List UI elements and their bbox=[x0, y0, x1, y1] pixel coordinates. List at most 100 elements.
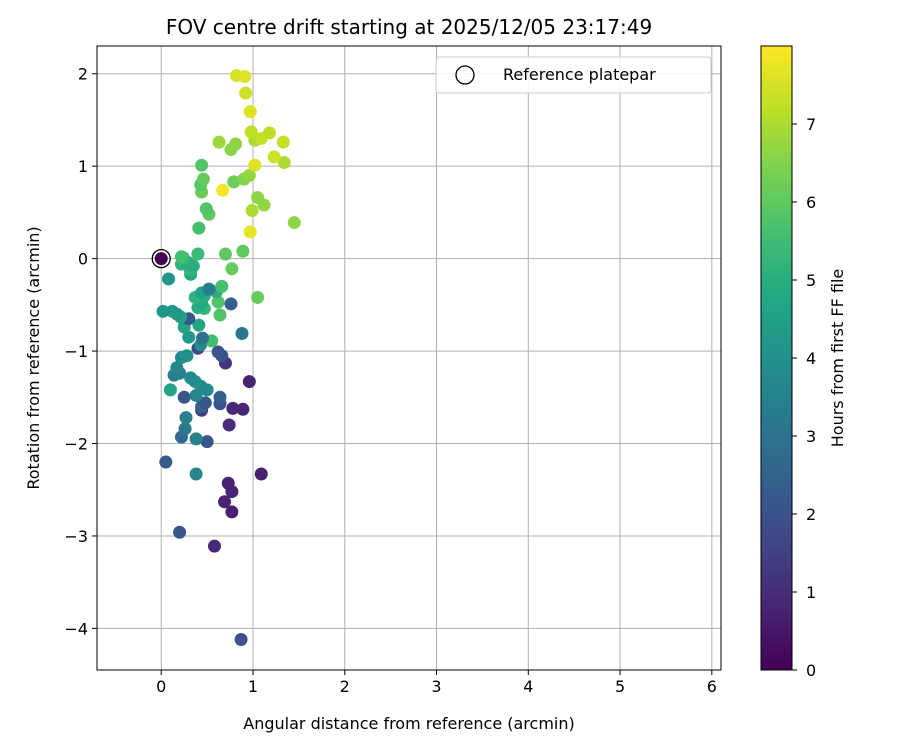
y-tick-label: −4 bbox=[64, 619, 88, 638]
data-point bbox=[235, 327, 249, 341]
data-point bbox=[163, 383, 177, 397]
data-point bbox=[196, 331, 210, 345]
data-point bbox=[215, 279, 229, 293]
data-point bbox=[222, 418, 236, 432]
colorbar-label: Hours from first FF file bbox=[828, 269, 847, 448]
y-tick-label: −1 bbox=[64, 342, 88, 361]
colorbar-tick-label: 4 bbox=[806, 349, 816, 368]
colorbar-tick-label: 5 bbox=[806, 271, 816, 290]
data-point bbox=[245, 204, 259, 218]
colorbar-tick-label: 6 bbox=[806, 193, 816, 212]
data-point bbox=[211, 345, 225, 359]
data-point bbox=[287, 216, 301, 230]
data-point bbox=[234, 632, 248, 646]
data-point bbox=[236, 244, 250, 258]
data-point bbox=[221, 476, 235, 490]
plot-area bbox=[97, 46, 721, 670]
data-point bbox=[180, 349, 194, 363]
data-point bbox=[243, 105, 257, 119]
data-point bbox=[198, 396, 212, 410]
data-point bbox=[251, 191, 265, 205]
data-point bbox=[159, 455, 173, 469]
data-point bbox=[277, 155, 291, 169]
data-point bbox=[196, 172, 210, 186]
data-point bbox=[195, 158, 209, 172]
reference-platepar-marker bbox=[151, 248, 171, 269]
data-point bbox=[189, 467, 203, 481]
data-point bbox=[191, 247, 205, 261]
colorbar-ticks: 0 1 2 3 4 5 6 7 bbox=[792, 115, 816, 680]
x-tick-label: 6 bbox=[707, 677, 717, 696]
data-point bbox=[218, 495, 232, 509]
data-point bbox=[173, 525, 187, 539]
legend-label: Reference platepar bbox=[503, 65, 656, 84]
data-point bbox=[225, 262, 239, 276]
data-point bbox=[212, 135, 226, 149]
chart-title: FOV centre drift starting at 2025/12/05 … bbox=[166, 15, 652, 39]
data-point bbox=[243, 225, 257, 239]
legend-box bbox=[435, 56, 712, 94]
data-point bbox=[213, 308, 227, 322]
data-point bbox=[192, 318, 206, 332]
data-point bbox=[224, 297, 238, 311]
legend: Reference platepar bbox=[435, 56, 712, 94]
legend-marker bbox=[455, 65, 475, 85]
data-point bbox=[165, 304, 179, 318]
x-axis-label: Angular distance from reference (arcmin) bbox=[243, 714, 574, 733]
data-point bbox=[242, 375, 256, 389]
plot-frame bbox=[96, 45, 722, 671]
grid-lines bbox=[97, 46, 721, 670]
data-point bbox=[251, 290, 265, 304]
x-tick-label: 0 bbox=[156, 677, 166, 696]
reference-marker bbox=[151, 248, 171, 269]
colorbar-tick-label: 3 bbox=[806, 427, 816, 446]
data-point bbox=[162, 272, 176, 286]
y-tick-label: 2 bbox=[78, 65, 88, 84]
data-point bbox=[156, 304, 170, 318]
data-point bbox=[189, 432, 203, 446]
x-tick-label: 4 bbox=[523, 677, 533, 696]
y-tick-label: 0 bbox=[78, 250, 88, 269]
data-point bbox=[226, 401, 240, 415]
colorbar-tick-label: 2 bbox=[806, 505, 816, 524]
x-axis-ticks: 0 1 2 3 4 5 6 bbox=[156, 670, 717, 696]
data-point bbox=[192, 221, 206, 235]
data-point bbox=[178, 422, 192, 436]
data-point bbox=[227, 175, 241, 189]
colorbar-tick-label: 0 bbox=[806, 661, 816, 680]
data-point bbox=[216, 183, 230, 197]
data-point bbox=[242, 168, 256, 182]
data-point bbox=[154, 252, 168, 266]
data-point bbox=[200, 435, 214, 449]
data-point bbox=[267, 150, 281, 164]
data-point bbox=[218, 247, 232, 261]
y-tick-label: −3 bbox=[64, 527, 88, 546]
data-point bbox=[236, 402, 250, 416]
data-point bbox=[202, 282, 216, 296]
y-axis-label: Rotation from reference (arcmin) bbox=[24, 226, 43, 489]
data-point bbox=[179, 411, 193, 425]
colorbar bbox=[760, 45, 793, 671]
x-tick-label: 5 bbox=[615, 677, 625, 696]
data-point bbox=[177, 390, 191, 404]
data-point bbox=[211, 295, 225, 309]
y-tick-label: −2 bbox=[64, 435, 88, 454]
data-point bbox=[213, 390, 227, 404]
data-point bbox=[207, 539, 221, 553]
data-point bbox=[182, 330, 196, 344]
data-point bbox=[199, 202, 213, 216]
data-point bbox=[170, 361, 184, 375]
data-point bbox=[239, 86, 253, 100]
data-point bbox=[174, 250, 188, 264]
data-point bbox=[276, 135, 290, 149]
data-point bbox=[238, 70, 252, 84]
y-tick-label: 1 bbox=[78, 157, 88, 176]
data-point bbox=[254, 467, 268, 481]
x-tick-label: 1 bbox=[248, 677, 258, 696]
x-tick-label: 2 bbox=[340, 677, 350, 696]
colorbar-tick-label: 1 bbox=[806, 583, 816, 602]
x-tick-label: 3 bbox=[431, 677, 441, 696]
data-point bbox=[225, 505, 239, 519]
data-point bbox=[229, 137, 243, 151]
